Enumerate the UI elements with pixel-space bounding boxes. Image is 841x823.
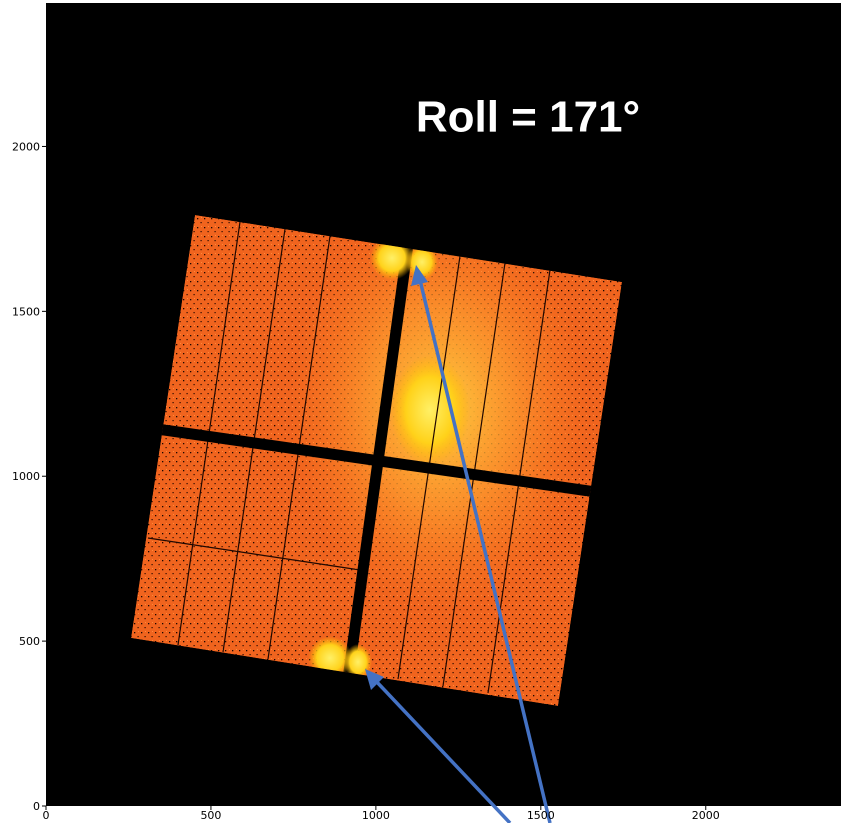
y-tick-label: 2000 [12,140,40,153]
y-tick-label: 1500 [12,305,40,318]
x-tick-label: 0 [43,809,50,822]
y-tick-label: 0 [33,800,40,813]
chart: Roll = 171° 0 500 1000 1500 2000 0 500 1000 1500… [0,0,841,823]
y-tick-label: 500 [19,635,40,648]
y-tick-label: 1000 [12,470,40,483]
detector-image [131,210,622,706]
x-tick-label: 2000 [692,809,720,822]
x-tick-label: 500 [200,809,221,822]
x-tick-label: 1500 [527,809,555,822]
annotation: Roll = 171° [416,93,640,142]
x-tick-label: 1000 [362,809,390,822]
